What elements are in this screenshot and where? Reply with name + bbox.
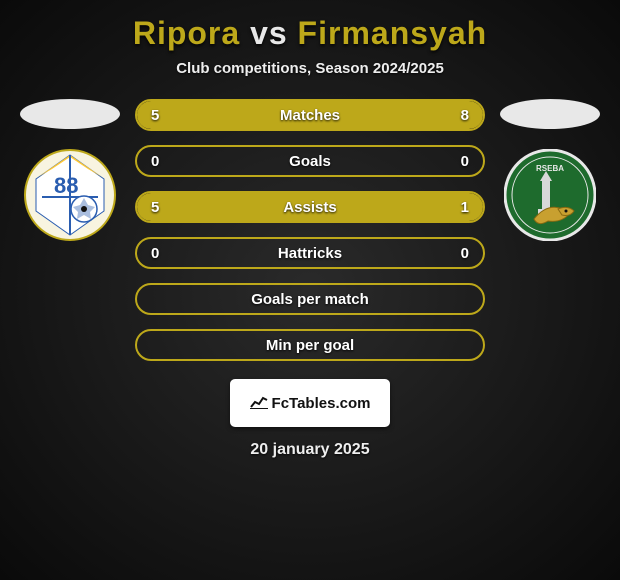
team-left-logo: 88 <box>24 149 116 241</box>
content-row: 88 58Matches 00Goals 51Assists 00Hattricks G… <box>15 99 605 361</box>
vs-separator: vs <box>250 15 288 51</box>
stat-bar: 51Assists <box>135 191 485 223</box>
brand-text: FcTables.com <box>272 395 371 412</box>
subtitle: Club competitions, Season 2024/2025 <box>15 60 605 77</box>
stat-label: Hattricks <box>137 245 483 262</box>
stats-column: 58Matches 00Goals 51Assists 00Hattricks Goal… <box>135 99 485 361</box>
comparison-card: Ripora vs Firmansyah Club competitions, … <box>0 0 620 469</box>
svg-text:88: 88 <box>54 173 78 198</box>
stat-bar: Goals per match <box>135 283 485 315</box>
stat-label: Assists <box>137 199 483 216</box>
player2-name: Firmansyah <box>298 15 488 51</box>
team-right-shadow <box>500 99 600 129</box>
stat-bar: 00Hattricks <box>135 237 485 269</box>
svg-text:RSEBA: RSEBA <box>504 149 532 151</box>
date-text: 20 january 2025 <box>15 441 605 459</box>
stat-label: Goals <box>137 153 483 170</box>
stat-bar: 00Goals <box>135 145 485 177</box>
team-left-column: 88 <box>15 99 125 241</box>
team-left-logo-svg: 88 <box>24 149 116 241</box>
page-title: Ripora vs Firmansyah <box>15 15 605 52</box>
team-right-logo-svg: RSEBA RSEBA <box>504 149 596 241</box>
team-left-shadow <box>20 99 120 129</box>
brand-badge[interactable]: FcTables.com <box>230 379 390 427</box>
chart-icon <box>250 395 268 412</box>
team-right-column: RSEBA RSEBA <box>495 99 605 241</box>
stat-bar: 58Matches <box>135 99 485 131</box>
stat-label: Matches <box>137 107 483 124</box>
player1-name: Ripora <box>133 15 240 51</box>
stat-label: Goals per match <box>137 291 483 308</box>
team-right-logo: RSEBA RSEBA <box>504 149 596 241</box>
svg-text:RSEBA: RSEBA <box>536 164 564 173</box>
stat-bar: Min per goal <box>135 329 485 361</box>
stat-label: Min per goal <box>137 337 483 354</box>
